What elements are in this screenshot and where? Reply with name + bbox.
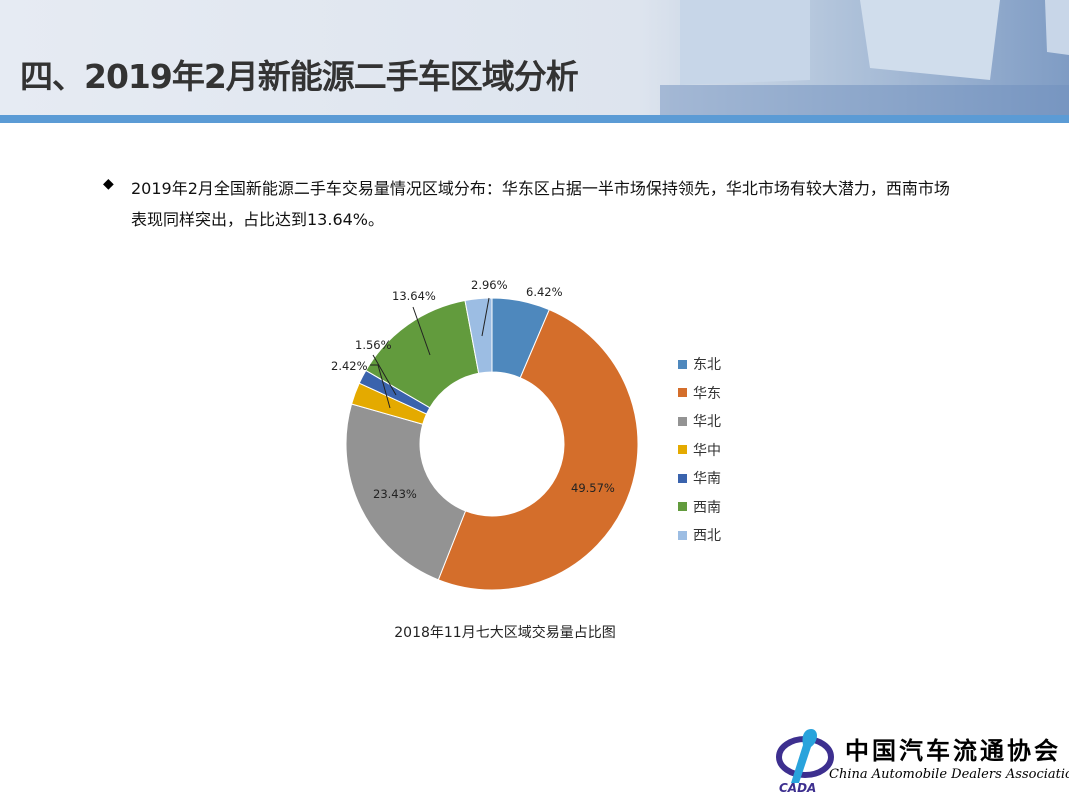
legend-swatch: [678, 530, 687, 540]
data-label-huabei: 23.43%: [373, 487, 417, 501]
data-label-huanan: 1.56%: [355, 338, 392, 352]
legend-swatch: [678, 445, 687, 455]
legend-swatch: [678, 388, 687, 398]
legend-label: 华北: [693, 414, 721, 431]
diamond-bullet-icon: ◆: [103, 176, 114, 192]
chart-title: 2018年11月七大区域交易量占比图: [394, 625, 616, 641]
data-label-dongbei: 6.42%: [526, 285, 563, 299]
legend-item-huanan: 华南: [678, 464, 721, 493]
data-label-huadong: 49.57%: [571, 481, 615, 495]
legend-swatch: [678, 473, 687, 483]
svg-text:CADA: CADA: [779, 781, 816, 795]
donut-slice-华东: [437, 309, 639, 591]
legend-item-xibei: 西北: [678, 521, 721, 550]
cubes-decoration-icon: [660, 0, 1069, 115]
logo-text-en: China Automobile Dealers Association: [829, 767, 1069, 782]
legend-label: 华东: [693, 385, 721, 402]
legend-item-huabei: 华北: [678, 407, 721, 436]
cada-emblem-icon: CADA: [776, 729, 834, 795]
legend-swatch: [678, 502, 687, 512]
page-title: 四、2019年2月新能源二手车区域分析: [20, 57, 579, 96]
chart-legend: 东北 华东 华北 华中 华南 西南 西北: [678, 350, 721, 550]
cada-logo: CADA 中国汽车流通协会 China Automobile Dealers A…: [775, 725, 1069, 795]
legend-label: 西南: [693, 499, 721, 516]
header-divider: [0, 115, 1069, 123]
data-label-huazhong: 2.42%: [331, 359, 368, 373]
legend-item-xinan: 西南: [678, 493, 721, 522]
summary-text: 2019年2月全国新能源二手车交易量情况区域分布：华东区占据一半市场保持领先，华…: [131, 179, 950, 229]
legend-label: 华中: [693, 442, 721, 459]
data-label-xinan: 13.64%: [392, 289, 436, 303]
legend-swatch: [678, 416, 687, 426]
donut-slice-华北: [345, 403, 467, 581]
legend-item-huadong: 华东: [678, 379, 721, 408]
header-banner: 四、2019年2月新能源二手车区域分析: [0, 0, 1069, 115]
legend-swatch: [678, 359, 687, 369]
legend-label: 西北: [693, 528, 721, 545]
logo-text-cn: 中国汽车流通协会: [845, 736, 1061, 765]
data-label-xibei: 2.96%: [471, 278, 508, 292]
legend-label: 华南: [693, 471, 721, 488]
legend-item-huazhong: 华中: [678, 436, 721, 465]
leader-lines: [370, 297, 490, 409]
legend-item-dongbei: 东北: [678, 350, 721, 379]
legend-label: 东北: [693, 357, 721, 374]
